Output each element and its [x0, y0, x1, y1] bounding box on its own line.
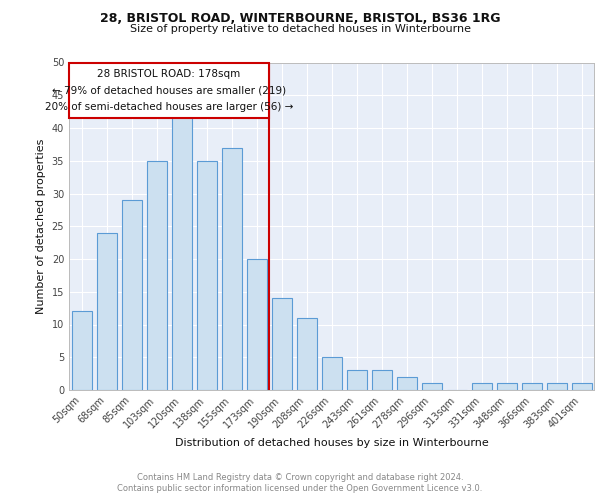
Text: 28 BRISTOL ROAD: 178sqm: 28 BRISTOL ROAD: 178sqm: [97, 69, 241, 79]
Bar: [197, 161, 217, 390]
Bar: [172, 115, 191, 390]
Text: Contains public sector information licensed under the Open Government Licence v3: Contains public sector information licen…: [118, 484, 482, 493]
Bar: [397, 377, 416, 390]
Bar: [421, 384, 442, 390]
Bar: [547, 384, 566, 390]
Bar: [69, 62, 269, 118]
Bar: [347, 370, 367, 390]
Bar: [497, 384, 517, 390]
X-axis label: Distribution of detached houses by size in Winterbourne: Distribution of detached houses by size …: [175, 438, 488, 448]
Bar: [71, 312, 91, 390]
Bar: [571, 384, 592, 390]
Bar: [247, 259, 266, 390]
Bar: [97, 233, 116, 390]
Bar: [472, 384, 491, 390]
Text: Size of property relative to detached houses in Winterbourne: Size of property relative to detached ho…: [130, 24, 470, 34]
Bar: [121, 200, 142, 390]
Y-axis label: Number of detached properties: Number of detached properties: [36, 138, 46, 314]
Text: 28, BRISTOL ROAD, WINTERBOURNE, BRISTOL, BS36 1RG: 28, BRISTOL ROAD, WINTERBOURNE, BRISTOL,…: [100, 12, 500, 26]
Text: ← 79% of detached houses are smaller (219): ← 79% of detached houses are smaller (21…: [52, 86, 286, 96]
Bar: [271, 298, 292, 390]
Text: 20% of semi-detached houses are larger (56) →: 20% of semi-detached houses are larger (…: [45, 102, 293, 112]
Bar: [322, 357, 341, 390]
Bar: [221, 148, 241, 390]
Text: Contains HM Land Registry data © Crown copyright and database right 2024.: Contains HM Land Registry data © Crown c…: [137, 472, 463, 482]
Bar: [371, 370, 392, 390]
Bar: [146, 161, 167, 390]
Bar: [296, 318, 317, 390]
Bar: [521, 384, 542, 390]
